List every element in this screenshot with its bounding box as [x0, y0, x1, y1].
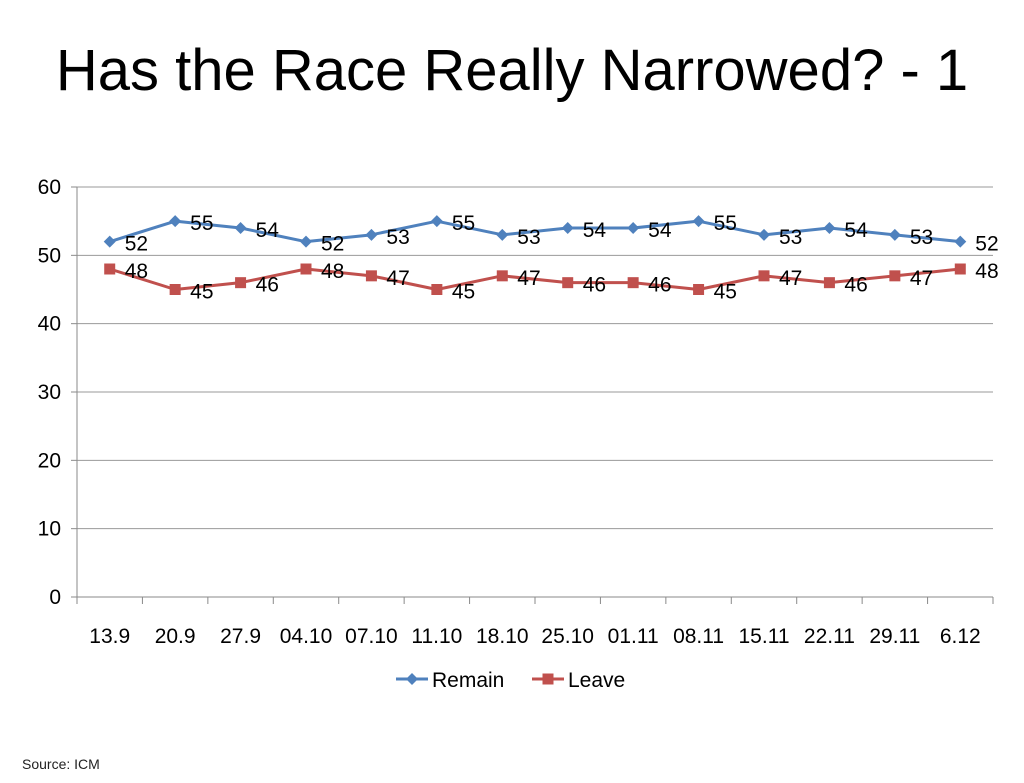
legend-marker — [542, 673, 554, 685]
data-point — [104, 263, 116, 275]
data-label: 52 — [975, 233, 998, 256]
data-label: 54 — [256, 219, 280, 242]
x-tick-label: 18.10 — [476, 625, 529, 648]
series-group: 52 55 54 52 53 55 53 54 54 55 53 54 53 52 48 45 46 48 47 45… — [103, 212, 999, 304]
data-point — [823, 277, 835, 289]
data-point — [692, 215, 705, 228]
x-tick-label: 29.11 — [869, 625, 920, 648]
data-label: 45 — [190, 281, 213, 304]
data-point — [627, 222, 640, 234]
data-point — [758, 270, 770, 282]
source-note: Source: ICM — [22, 756, 100, 772]
data-label: 55 — [714, 212, 737, 235]
data-label: 52 — [321, 233, 344, 256]
legend-marker — [406, 673, 418, 685]
series-line — [109, 267, 961, 291]
data-point — [561, 222, 574, 234]
data-label: 47 — [779, 267, 802, 290]
series-remain: 52 55 54 52 53 55 53 54 54 55 53 54 53 52 — [103, 212, 999, 256]
data-point — [235, 277, 247, 289]
legend-item-leave: Leave — [532, 669, 625, 692]
x-tick-label: 01.11 — [608, 625, 659, 648]
data-point — [300, 235, 312, 248]
data-label: 46 — [256, 274, 279, 297]
data-point — [431, 284, 443, 295]
data-label: 54 — [648, 219, 672, 242]
gridlines — [77, 186, 993, 530]
data-point — [496, 228, 509, 241]
data-point — [758, 228, 770, 241]
x-tick-label: 22.11 — [804, 625, 855, 648]
x-tick-label: 04.10 — [280, 625, 333, 648]
data-point — [234, 222, 247, 234]
data-point — [888, 228, 901, 241]
data-label: 53 — [517, 226, 540, 249]
data-point — [562, 277, 574, 289]
legend-label: Remain — [432, 669, 504, 692]
legend-item-remain: Remain — [396, 669, 504, 692]
legend-label: Leave — [568, 669, 625, 692]
data-point — [889, 270, 901, 282]
slide-title: Has the Race Really Narrowed? - 1 — [55, 38, 969, 103]
y-tick-label: 40 — [38, 313, 61, 336]
data-label: 47 — [517, 267, 540, 290]
y-tick-label: 20 — [38, 449, 61, 472]
x-tick-label: 08.11 — [673, 625, 724, 648]
data-label: 45 — [452, 281, 475, 304]
series-leave: 48 45 46 48 47 45 47 46 46 45 47 46 47 48 — [104, 260, 999, 304]
x-tick-label: 07.10 — [345, 625, 398, 648]
data-point — [954, 235, 967, 248]
data-point — [430, 215, 443, 228]
data-point — [627, 277, 639, 289]
data-label: 48 — [321, 260, 344, 283]
data-point — [169, 215, 182, 228]
y-tick-label: 30 — [38, 381, 61, 404]
x-tick-label: 20.9 — [155, 625, 196, 648]
data-label: 54 — [844, 219, 868, 242]
x-tick-label: 11.10 — [411, 625, 462, 648]
data-point — [365, 228, 378, 241]
x-axis-ticks: 13.9 20.9 27.9 04.10 07.10 11.10 18.10 25.10 01.… — [89, 625, 980, 648]
data-label: 47 — [910, 267, 933, 290]
data-label: 55 — [452, 212, 475, 235]
data-point — [103, 235, 116, 248]
data-point — [169, 284, 181, 295]
data-point — [954, 263, 966, 275]
data-point — [300, 263, 312, 275]
data-label: 54 — [583, 219, 607, 242]
series-line — [109, 219, 961, 244]
data-label: 48 — [975, 260, 998, 283]
x-tick-label: 15.11 — [739, 625, 790, 648]
y-tick-label: 60 — [38, 176, 61, 199]
axes — [71, 186, 994, 604]
data-label: 48 — [125, 260, 148, 283]
x-tick-label: 6.12 — [940, 625, 981, 648]
data-label: 45 — [714, 281, 737, 304]
data-label: 46 — [648, 274, 671, 297]
data-point — [365, 270, 377, 282]
data-label: 55 — [190, 212, 213, 235]
y-tick-label: 50 — [38, 244, 61, 267]
y-tick-label: 0 — [49, 586, 61, 609]
data-point — [823, 222, 836, 234]
data-label: 53 — [779, 226, 802, 249]
data-label: 53 — [386, 226, 409, 249]
x-tick-label: 13.9 — [89, 625, 130, 648]
data-label: 53 — [910, 226, 933, 249]
x-tick-label: 27.9 — [220, 625, 261, 648]
y-tick-label: 10 — [38, 518, 61, 541]
y-axis-ticks: 0 10 20 30 40 50 60 — [38, 176, 61, 609]
data-label: 47 — [386, 267, 409, 290]
data-label: 52 — [125, 233, 148, 256]
data-point — [693, 284, 705, 295]
legend: Remain Leave — [396, 669, 625, 692]
data-label: 46 — [583, 274, 606, 297]
data-label: 46 — [844, 274, 867, 297]
data-point — [496, 270, 508, 282]
x-tick-label: 25.10 — [541, 625, 594, 648]
